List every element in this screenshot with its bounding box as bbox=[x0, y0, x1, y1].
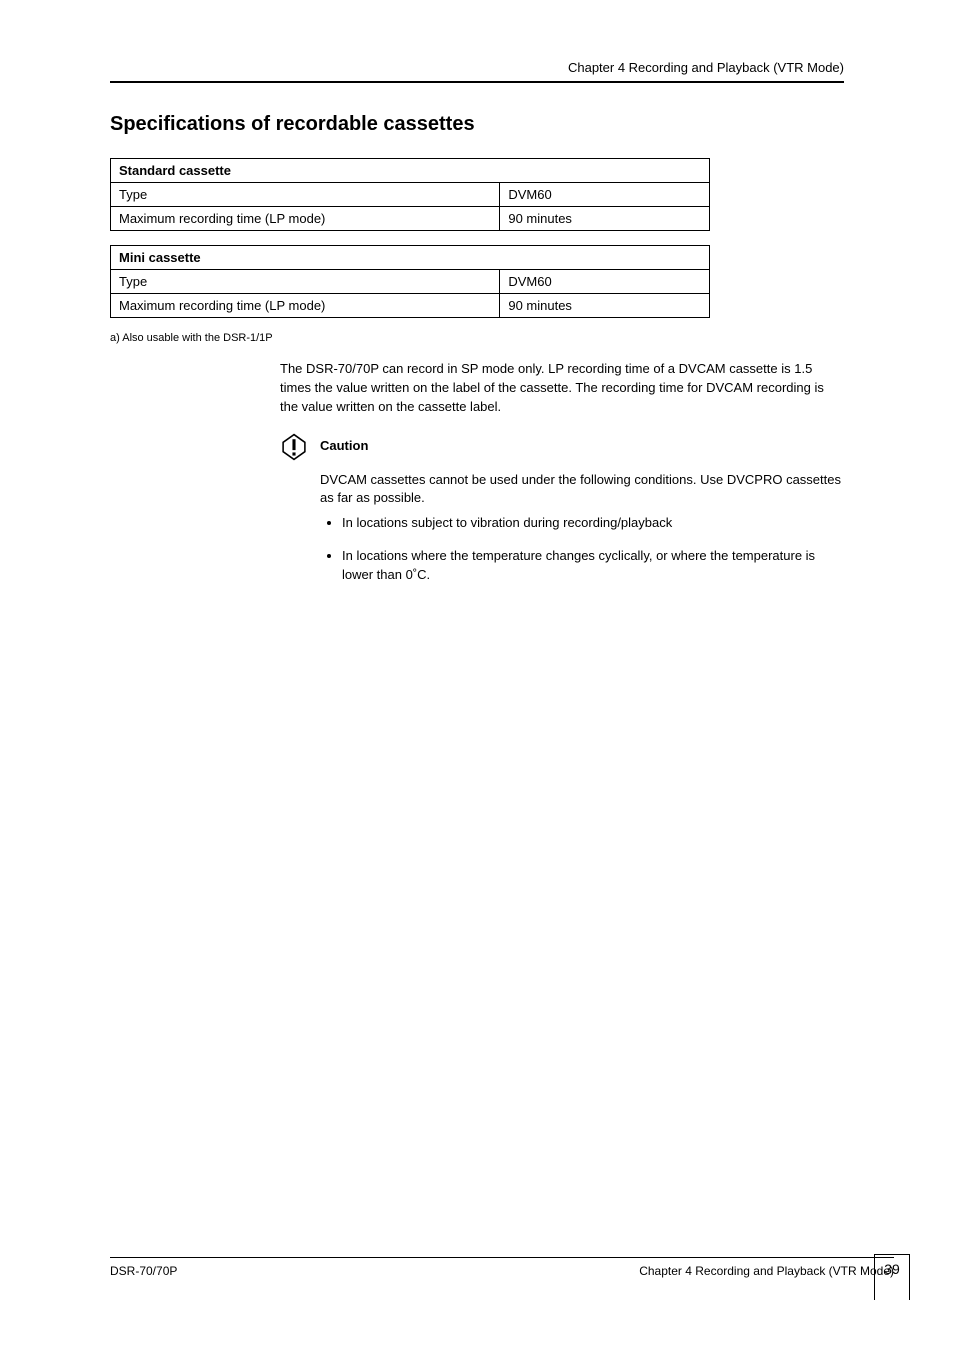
cell-value: 90 minutes bbox=[500, 207, 710, 231]
caution-label: Caution bbox=[320, 433, 368, 456]
cell-label: Maximum recording time (LP mode) bbox=[111, 294, 500, 318]
intro-paragraph: The DSR-70/70P can record in SP mode onl… bbox=[280, 360, 844, 417]
table-row: Maximum recording time (LP mode) 90 minu… bbox=[111, 294, 710, 318]
table-header: Mini cassette bbox=[111, 246, 710, 270]
list-item: In locations subject to vibration during… bbox=[342, 514, 844, 533]
list-item: In locations where the temperature chang… bbox=[342, 547, 844, 585]
caution-intro: DVCAM cassettes cannot be used under the… bbox=[320, 472, 841, 506]
footer-right: Chapter 4 Recording and Playback (VTR Mo… bbox=[639, 1264, 894, 1278]
footer-left: DSR-70/70P bbox=[110, 1264, 177, 1278]
table-row: Type DVM60 bbox=[111, 270, 710, 294]
body-text: The DSR-70/70P can record in SP mode onl… bbox=[280, 360, 844, 585]
table-row: Maximum recording time (LP mode) 90 minu… bbox=[111, 207, 710, 231]
table-header: Standard cassette bbox=[111, 159, 710, 183]
cell-label: Type bbox=[111, 270, 500, 294]
footer: DSR-70/70P Chapter 4 Recording and Playb… bbox=[110, 1257, 894, 1278]
page-number: 39 bbox=[874, 1254, 910, 1300]
running-head: Chapter 4 Recording and Playback (VTR Mo… bbox=[110, 60, 844, 75]
top-rule bbox=[110, 81, 844, 83]
spec-table-mini: Mini cassette Type DVM60 Maximum recordi… bbox=[110, 245, 710, 318]
cell-label: Type bbox=[111, 183, 500, 207]
caution-icon bbox=[280, 433, 308, 461]
table-row: Type DVM60 bbox=[111, 183, 710, 207]
cell-label: Maximum recording time (LP mode) bbox=[111, 207, 500, 231]
spec-table-standard: Standard cassette Type DVM60 Maximum rec… bbox=[110, 158, 710, 231]
footnote: a) Also usable with the DSR‑1/1P bbox=[110, 332, 844, 344]
cell-value: DVM60 bbox=[500, 183, 710, 207]
caution-heading: Caution bbox=[280, 433, 844, 461]
cell-value: DVM60 bbox=[500, 270, 710, 294]
page: Chapter 4 Recording and Playback (VTR Mo… bbox=[0, 0, 954, 1350]
cell-value: 90 minutes bbox=[500, 294, 710, 318]
caution-body: DVCAM cassettes cannot be used under the… bbox=[320, 471, 844, 585]
caution-list: In locations subject to vibration during… bbox=[320, 514, 844, 585]
page-number-text: 39 bbox=[884, 1261, 900, 1277]
section-title: Specifications of recordable cassettes bbox=[110, 113, 844, 136]
